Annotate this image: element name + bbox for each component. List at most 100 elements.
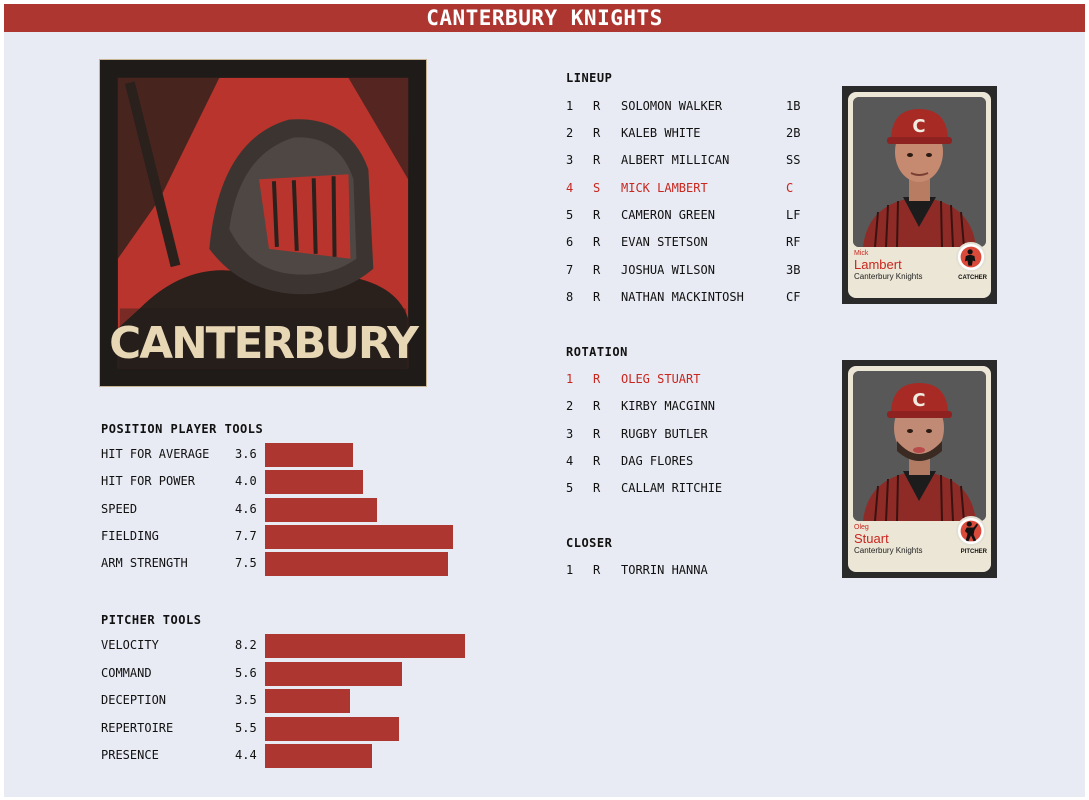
bat-hand: R [593, 153, 601, 167]
tool-bar [265, 552, 448, 576]
player-position: 2B [786, 126, 801, 140]
player-name: MICK LAMBERT [621, 181, 708, 195]
lineup-row[interactable]: 4 S MICK LAMBERT C [566, 181, 826, 197]
bat-hand: R [593, 126, 601, 140]
tool-value: 8.2 [235, 638, 257, 652]
rotation-number: 4 [566, 454, 574, 468]
order-number: 7 [566, 263, 574, 277]
lineup-row[interactable]: 5 R CAMERON GREEN LF [566, 208, 826, 224]
tool-row: REPERTOIRE 5.5 [101, 717, 501, 741]
svg-text:CANTERBURY: CANTERBURY [109, 318, 420, 369]
player-position: SS [786, 153, 801, 167]
player-card-pitcher[interactable]: C Oleg Stuart Canterbury Knights PITCHER [842, 360, 997, 578]
order-number: 3 [566, 153, 574, 167]
player-name: KALEB WHITE [621, 126, 701, 140]
order-number: 4 [566, 181, 574, 195]
tool-label: REPERTOIRE [101, 721, 174, 735]
player-position: LF [786, 208, 801, 222]
tool-bar [265, 634, 466, 658]
catcher-icon [956, 242, 986, 272]
player-name: DAG FLORES [621, 454, 694, 468]
throw-hand: R [593, 481, 601, 495]
player-portrait-icon: C [853, 371, 986, 521]
tool-label: DECEPTION [101, 693, 167, 707]
lineup-row[interactable]: 1 R SOLOMON WALKER 1B [566, 99, 826, 115]
player-name: ALBERT MILLICAN [621, 153, 730, 167]
rotation-number: 1 [566, 372, 574, 386]
svg-text:C: C [912, 116, 925, 137]
tool-row: PRESENCE 4.4 [101, 744, 501, 768]
rotation-row[interactable]: 1 R OLEG STUART [566, 372, 826, 388]
tool-bar [265, 498, 378, 522]
pitcher-icon [956, 516, 986, 546]
lineup-row[interactable]: 6 R EVAN STETSON RF [566, 235, 826, 251]
tool-value: 5.6 [235, 666, 257, 680]
order-number: 5 [566, 208, 574, 222]
rotation-row[interactable]: 2 R KIRBY MACGINN [566, 399, 826, 415]
card-first-name: Mick [854, 250, 869, 257]
closer-number: 1 [566, 563, 574, 577]
tool-row: FIELDING 7.7 [101, 525, 501, 549]
rotation-title: ROTATION [566, 345, 628, 359]
svg-text:C: C [912, 390, 925, 411]
player-position: 1B [786, 99, 801, 113]
tool-value: 3.6 [235, 447, 257, 461]
tool-row: SPEED 4.6 [101, 498, 501, 522]
bat-hand: R [593, 235, 601, 249]
bat-hand: R [593, 263, 601, 277]
card-last-name: Lambert [854, 257, 902, 272]
player-name: JOSHUA WILSON [621, 263, 715, 277]
lineup-row[interactable]: 8 R NATHAN MACKINTOSH CF [566, 290, 826, 306]
team-logo: CANTERBURY [99, 59, 427, 387]
player-name: CAMERON GREEN [621, 208, 715, 222]
closer-title: CLOSER [566, 536, 613, 550]
lineup-row[interactable]: 3 R ALBERT MILLICAN SS [566, 153, 826, 169]
player-name: SOLOMON WALKER [621, 99, 723, 113]
player-card-catcher[interactable]: C Mick Lambert Canterbury Knights CATCHE… [842, 86, 997, 304]
rotation-number: 2 [566, 399, 574, 413]
order-number: 8 [566, 290, 574, 304]
tool-bar [265, 689, 351, 713]
tool-value: 3.5 [235, 693, 257, 707]
knight-helmet-icon: CANTERBURY [100, 60, 426, 386]
tool-label: VELOCITY [101, 638, 159, 652]
rotation-row[interactable]: 3 R RUGBY BUTLER [566, 427, 826, 443]
order-number: 2 [566, 126, 574, 140]
bat-hand: S [593, 181, 601, 195]
tool-value: 4.6 [235, 502, 257, 516]
team-banner: CANTERBURY KNIGHTS [4, 4, 1085, 32]
card-position-label: PITCHER [960, 549, 987, 555]
throw-hand: R [593, 454, 601, 468]
position-tools-title: POSITION PLAYER TOOLS [101, 422, 264, 436]
tool-bar [265, 744, 373, 768]
bat-hand: R [593, 208, 601, 222]
tool-row: HIT FOR AVERAGE 3.6 [101, 443, 501, 467]
tool-value: 4.4 [235, 748, 257, 762]
lineup-row[interactable]: 2 R KALEB WHITE 2B [566, 126, 826, 142]
tool-value: 4.0 [235, 474, 257, 488]
throw-hand: R [593, 427, 601, 441]
page-frame: CANTERBURY KNIGHTS CANTERBURY POSITION P… [4, 4, 1085, 797]
rotation-row[interactable]: 4 R DAG FLORES [566, 454, 826, 470]
tool-label: ARM STRENGTH [101, 556, 188, 570]
tool-label: FIELDING [101, 529, 159, 543]
order-number: 6 [566, 235, 574, 249]
lineup-row[interactable]: 7 R JOSHUA WILSON 3B [566, 263, 826, 279]
tool-value: 7.7 [235, 529, 257, 543]
throw-hand: R [593, 372, 601, 386]
tool-row: ARM STRENGTH 7.5 [101, 552, 501, 576]
card-team-name: Canterbury Knights [854, 272, 923, 281]
player-name: NATHAN MACKINTOSH [621, 290, 744, 304]
tool-label: SPEED [101, 502, 138, 516]
rotation-row[interactable]: 5 R CALLAM RITCHIE [566, 481, 826, 497]
tool-value: 5.5 [235, 721, 257, 735]
player-position: CF [786, 290, 801, 304]
player-position: RF [786, 235, 801, 249]
player-name: CALLAM RITCHIE [621, 481, 723, 495]
tool-bar [265, 470, 363, 494]
player-name: TORRIN HANNA [621, 563, 708, 577]
order-number: 1 [566, 99, 574, 113]
throw-hand: R [593, 399, 601, 413]
closer-row[interactable]: 1 R TORRIN HANNA [566, 563, 826, 579]
lineup-title: LINEUP [566, 71, 613, 85]
